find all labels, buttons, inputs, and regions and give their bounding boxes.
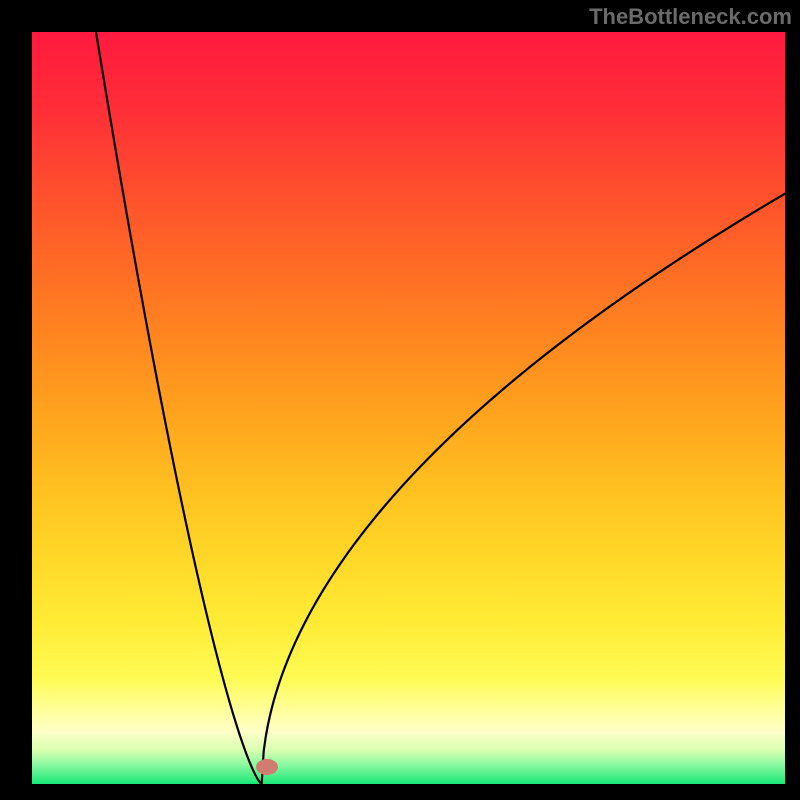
chart-container: TheBottleneck.com <box>0 0 800 800</box>
bottleneck-curve <box>96 32 785 784</box>
curve-layer <box>0 0 800 800</box>
optimal-point-marker <box>256 759 278 775</box>
watermark-text: TheBottleneck.com <box>589 4 792 30</box>
